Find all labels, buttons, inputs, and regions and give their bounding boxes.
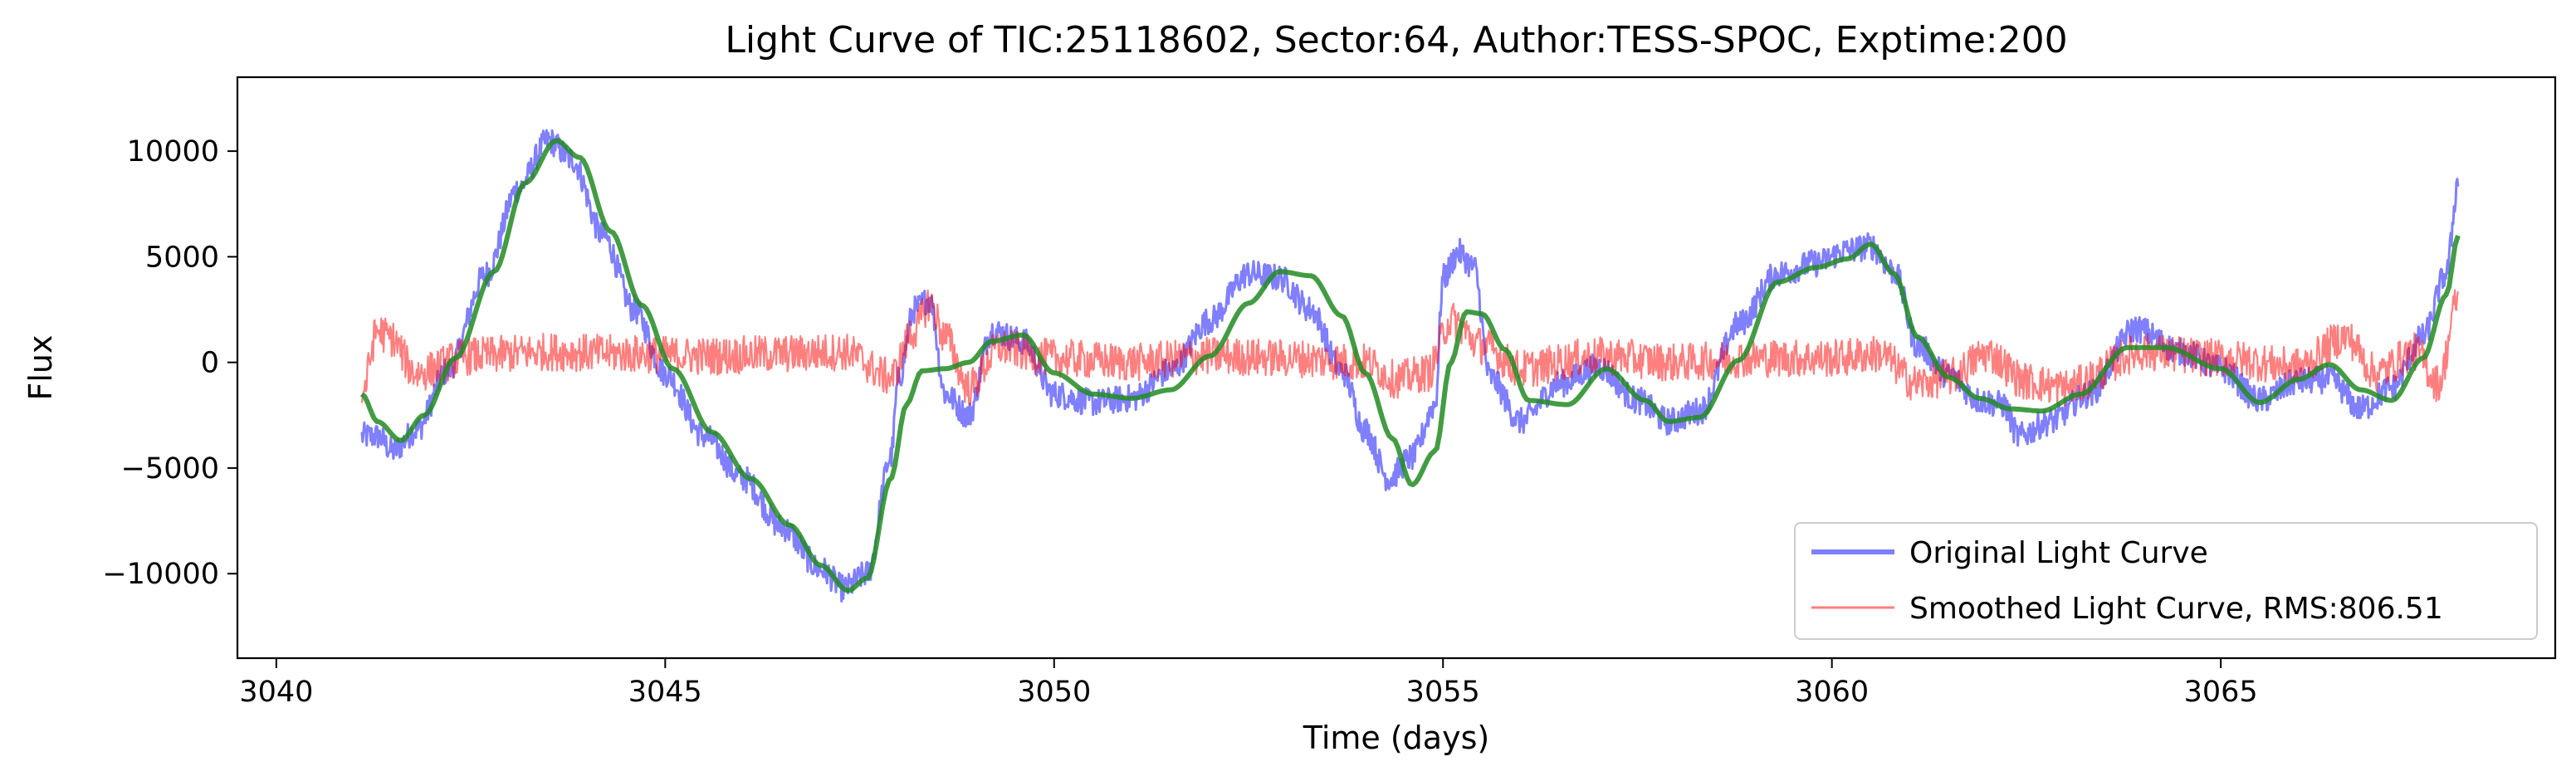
x-tick-label: 3040 — [239, 676, 313, 709]
y-axis: −10000 −5000 0 5000 10000 — [102, 135, 237, 591]
x-axis-label: Time (days) — [1303, 720, 1489, 756]
y-tick-label: −5000 — [121, 452, 219, 486]
plot-frame — [236, 76, 2557, 660]
y-tick-label: 0 — [201, 347, 219, 380]
y-tick-label: −10000 — [102, 558, 219, 591]
legend: Original Light Curve Smoothed Light Curv… — [1794, 522, 2538, 640]
x-tick-label: 3065 — [2184, 676, 2258, 709]
series-fit-line — [359, 138, 2461, 593]
y-axis-label: Flux — [22, 335, 59, 401]
chart-title: Light Curve of TIC:25118602, Sector:64, … — [725, 19, 2067, 61]
x-tick-label: 3055 — [1406, 676, 1480, 709]
x-axis: 3040 3045 3050 3055 3060 3065 — [239, 658, 2258, 709]
series-original-line — [360, 129, 2460, 603]
legend-box — [1794, 522, 2538, 640]
x-tick-label: 3045 — [628, 676, 702, 709]
y-tick-label: 5000 — [145, 241, 219, 274]
legend-label-smoothed: Smoothed Light Curve, RMS:806.51 — [1909, 592, 2443, 626]
x-tick-label: 3050 — [1017, 676, 1091, 709]
series-layer — [359, 129, 2461, 603]
x-tick-label: 3060 — [1795, 676, 1869, 709]
legend-label-original: Original Light Curve — [1909, 536, 2208, 570]
y-tick-label: 10000 — [127, 135, 219, 168]
